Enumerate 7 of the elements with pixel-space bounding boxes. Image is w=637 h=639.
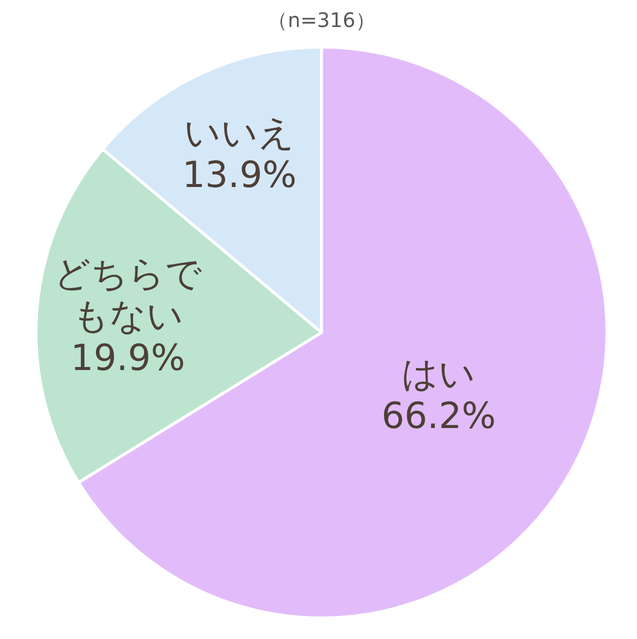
- data-label: 13.9%: [182, 154, 297, 196]
- slice-label: どちらでもない: [54, 254, 202, 337]
- slice-label: いいえ: [184, 112, 295, 154]
- data-label: 19.9%: [70, 338, 186, 379]
- slice-label: はい: [402, 354, 476, 396]
- chart-title: （n=316）: [268, 8, 376, 32]
- data-label: 66.2%: [381, 396, 496, 438]
